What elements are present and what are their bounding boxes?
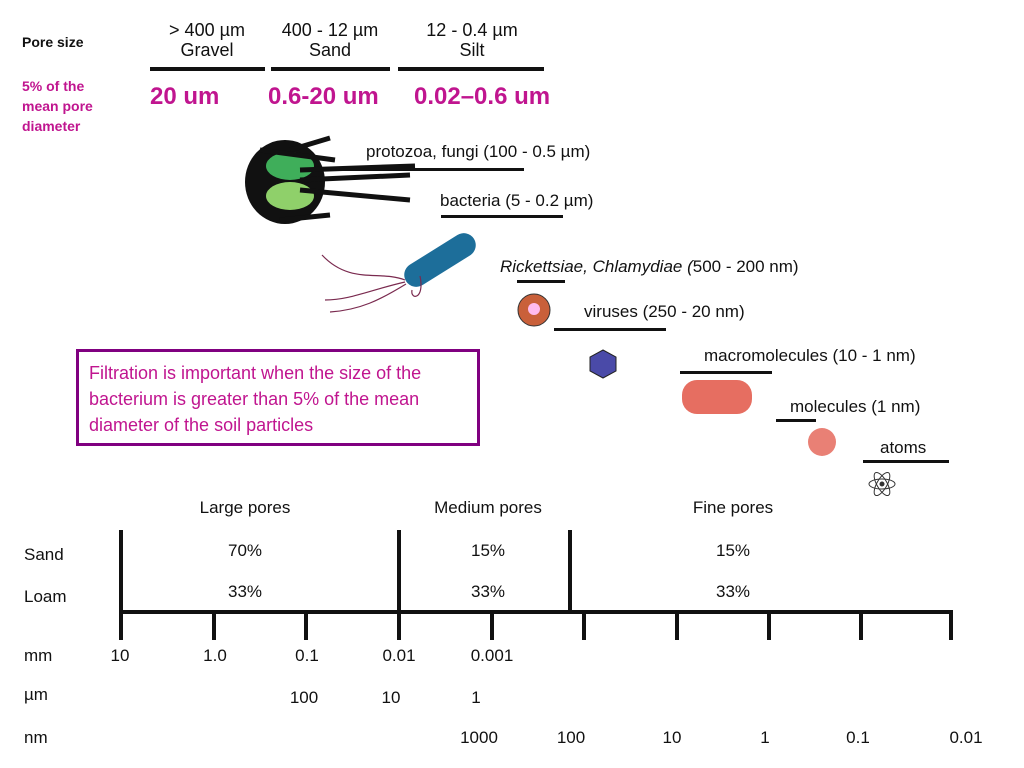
protozoa-bar (328, 168, 524, 171)
protozoa-label: protozoa, fungi (100 - 0.5 µm) (366, 142, 591, 161)
atoms-bar (863, 460, 949, 463)
scale-tick (582, 610, 586, 640)
col-fine-pores: Fine pores (692, 498, 774, 517)
scale-axis (120, 610, 952, 614)
molecules-icon (808, 428, 836, 456)
sand-large: 70% (227, 541, 263, 560)
virus-icon (589, 349, 617, 379)
scale-tick (212, 610, 216, 640)
scale-tick (949, 610, 953, 640)
rickettsiae-label: Rickettsiae, Chlamydiae (500 - 200 nm) (500, 257, 799, 276)
gravel-five-percent: 20 um (150, 83, 220, 110)
divider-large (119, 530, 123, 640)
molecules-bar (776, 419, 816, 422)
nm-tick: 10 (662, 728, 682, 747)
sand-fine: 15% (715, 541, 751, 560)
bacteria-bar (441, 215, 563, 218)
scale-tick (859, 610, 863, 640)
um-tick: 1 (471, 688, 481, 707)
viruses-label: viruses (250 - 20 nm) (584, 302, 745, 321)
gravel-header: > 400 µm Gravel (169, 20, 245, 60)
sand-header: 400 - 12 µm Sand (281, 20, 379, 60)
col-large-pores: Large pores (199, 498, 291, 517)
silt-bar (398, 67, 544, 71)
mm-tick: 0.001 (470, 646, 514, 665)
scale-tick (767, 610, 771, 640)
nm-tick: 100 (556, 728, 586, 747)
silt-five-percent: 0.02–0.6 um (414, 83, 551, 110)
nm-tick: 0.01 (949, 728, 983, 747)
loam-medium: 33% (470, 582, 506, 601)
unit-um: µm (24, 685, 48, 704)
macromolecules-label: macromolecules (10 - 1 nm) (704, 346, 916, 365)
unit-nm: nm (24, 728, 48, 747)
gravel-bar (150, 67, 265, 71)
silt-header: 12 - 0.4 µm Silt (426, 20, 518, 60)
macromolecules-bar (680, 371, 772, 374)
mm-tick: 1.0 (203, 646, 227, 665)
nm-tick: 0.1 (846, 728, 870, 747)
atom-icon (868, 471, 896, 497)
sand-bar (271, 67, 390, 71)
unit-mm: mm (24, 646, 53, 665)
filtration-callout: Filtration is important when the size of… (76, 349, 480, 446)
protozoa-icon (245, 135, 416, 224)
sand-medium: 15% (470, 541, 506, 560)
divider-fine (568, 530, 572, 612)
um-tick: 10 (381, 688, 401, 707)
loam-fine: 33% (715, 582, 751, 601)
mm-tick: 0.01 (382, 646, 416, 665)
viruses-bar (554, 328, 666, 331)
macromolecules-icon (682, 380, 752, 414)
row-sand: Sand (24, 545, 64, 564)
row-loam: Loam (24, 587, 67, 606)
atoms-label: atoms (880, 438, 927, 457)
nm-tick: 1000 (460, 728, 498, 747)
scale-tick (304, 610, 308, 640)
loam-large: 33% (227, 582, 263, 601)
five-percent-label: 5% of the mean pore diameter (22, 78, 93, 134)
rickettsia-icon (517, 293, 551, 327)
bacteria-label: bacteria (5 - 0.2 µm) (440, 191, 594, 210)
organism-illustrations (245, 135, 896, 497)
um-tick: 100 (289, 688, 319, 707)
pore-size-label: Pore size (22, 34, 84, 50)
divider-medium (397, 530, 401, 640)
nm-tick: 1 (760, 728, 770, 747)
molecules-label: molecules (1 nm) (790, 397, 921, 416)
mm-tick: 0.1 (295, 646, 319, 665)
rickettsiae-bar (517, 280, 565, 283)
mm-tick: 10 (110, 646, 130, 665)
bacterium-icon (321, 233, 476, 313)
scale-tick (675, 610, 679, 640)
sand-five-percent: 0.6-20 um (268, 83, 379, 110)
scale-tick (490, 610, 494, 640)
col-medium-pores: Medium pores (434, 498, 542, 517)
